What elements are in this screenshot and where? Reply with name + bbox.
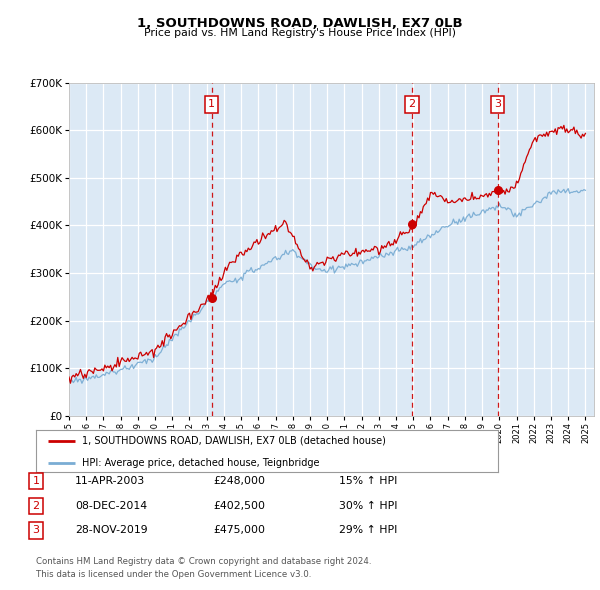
Text: 2: 2: [409, 99, 416, 109]
Text: 1: 1: [32, 476, 40, 486]
Text: Price paid vs. HM Land Registry's House Price Index (HPI): Price paid vs. HM Land Registry's House …: [144, 28, 456, 38]
Text: 15% ↑ HPI: 15% ↑ HPI: [339, 476, 397, 486]
Text: 3: 3: [494, 99, 501, 109]
Text: £402,500: £402,500: [213, 501, 265, 510]
Text: 11-APR-2003: 11-APR-2003: [75, 476, 145, 486]
Text: 2: 2: [32, 501, 40, 510]
Text: 1, SOUTHDOWNS ROAD, DAWLISH, EX7 0LB (detached house): 1, SOUTHDOWNS ROAD, DAWLISH, EX7 0LB (de…: [82, 436, 386, 446]
Text: £248,000: £248,000: [213, 476, 265, 486]
Text: £475,000: £475,000: [213, 526, 265, 535]
Text: 08-DEC-2014: 08-DEC-2014: [75, 501, 147, 510]
Text: 30% ↑ HPI: 30% ↑ HPI: [339, 501, 397, 510]
Text: 1: 1: [208, 99, 215, 109]
Text: This data is licensed under the Open Government Licence v3.0.: This data is licensed under the Open Gov…: [36, 571, 311, 579]
Text: Contains HM Land Registry data © Crown copyright and database right 2024.: Contains HM Land Registry data © Crown c…: [36, 558, 371, 566]
Text: HPI: Average price, detached house, Teignbridge: HPI: Average price, detached house, Teig…: [82, 458, 320, 468]
Text: 29% ↑ HPI: 29% ↑ HPI: [339, 526, 397, 535]
Text: 3: 3: [32, 526, 40, 535]
Text: 28-NOV-2019: 28-NOV-2019: [75, 526, 148, 535]
Text: 1, SOUTHDOWNS ROAD, DAWLISH, EX7 0LB: 1, SOUTHDOWNS ROAD, DAWLISH, EX7 0LB: [137, 17, 463, 30]
